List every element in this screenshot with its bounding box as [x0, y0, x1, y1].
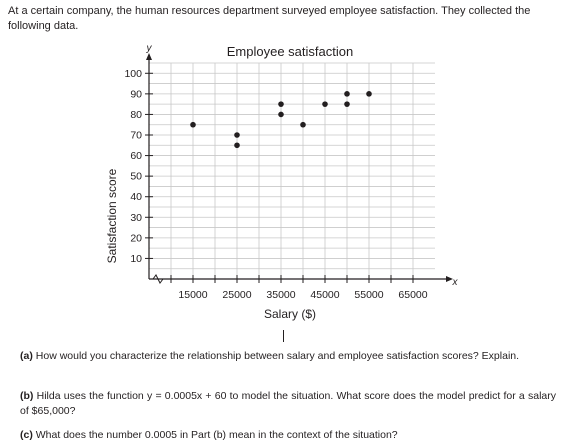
y-tick-label: 10 [130, 253, 142, 265]
data-point [344, 91, 350, 97]
problem-intro: At a certain company, the human resource… [8, 5, 531, 32]
x-axis-label: Salary ($) [264, 307, 316, 321]
y-tick-label: 90 [130, 88, 142, 100]
question-a: (a) How would you characterize the relat… [20, 349, 556, 364]
y-axis-arrow [146, 53, 152, 60]
data-point [234, 142, 240, 149]
y-tick-label: 40 [130, 191, 142, 203]
y-tick-label: 30 [130, 212, 142, 224]
data-point [366, 91, 372, 97]
y-tick-label: 60 [130, 150, 142, 162]
x-axis-letter: x [452, 277, 459, 288]
x-tick-label: 15000 [178, 289, 207, 301]
y-tick-label: 20 [130, 232, 142, 244]
y-tick-label: 100 [124, 68, 142, 80]
data-point [278, 111, 284, 118]
x-tick-label: 25000 [222, 289, 251, 301]
x-axis-arrow [446, 276, 453, 282]
chart-axes [146, 53, 453, 284]
question-a-text: How would you characterize the relations… [35, 350, 520, 362]
x-tick-label: 55000 [354, 289, 383, 301]
y-axis-label: Satisfaction score [105, 168, 119, 263]
data-point [278, 101, 284, 107]
question-b-label: (b) [20, 390, 34, 402]
y-tick-label: 70 [130, 130, 142, 142]
chart-ticks: 10 20 30 40 50 60 70 80 90 100 15000 25000 35000 4500… [124, 68, 427, 301]
x-tick-label: 65000 [398, 289, 427, 301]
text-cursor [283, 330, 284, 342]
question-c: (c) What does the number 0.0005 in Part … [20, 428, 556, 443]
chart-grid [149, 62, 435, 279]
x-tick-label: 45000 [310, 289, 339, 301]
question-c-text: What does the number 0.0005 in Part (b) … [35, 429, 398, 441]
scatter-chart: 10 20 30 40 50 60 70 80 90 100 15000 25000 35000 4500… [105, 43, 459, 321]
question-b: (b) Hilda uses the function y = 0.0005x … [20, 389, 556, 419]
question-b-text: Hilda uses the function y = 0.0005x + 60… [20, 390, 556, 417]
question-a-label: (a) [20, 350, 33, 362]
data-point [300, 121, 306, 128]
y-axis-letter: y [146, 43, 153, 54]
chart-points [190, 91, 372, 149]
y-tick-label: 50 [130, 171, 142, 183]
x-axis-break [152, 274, 164, 284]
data-point [322, 101, 328, 107]
chart-title: Employee satisfaction [227, 44, 353, 59]
data-point [344, 101, 350, 107]
data-point [234, 132, 240, 138]
x-tick-label: 35000 [266, 289, 295, 301]
y-tick-label: 80 [130, 109, 142, 121]
data-point [190, 121, 196, 128]
question-c-label: (c) [20, 429, 33, 441]
